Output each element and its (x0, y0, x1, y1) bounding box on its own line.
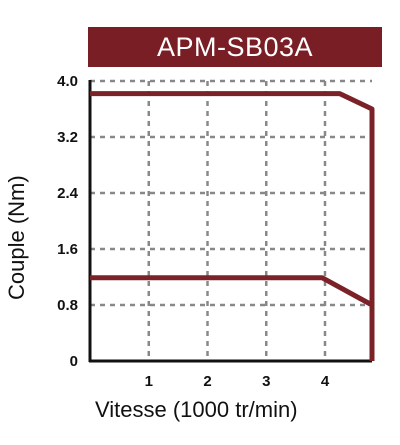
x-tick-label: 3 (262, 373, 270, 390)
y-tick-label: 0.8 (57, 297, 78, 314)
y-tick-label: 4.0 (57, 73, 78, 90)
series-line-2 (90, 275, 375, 361)
axis-layer (88, 80, 372, 363)
grid-layer (90, 79, 372, 361)
series-line-1 (90, 91, 375, 361)
x-tick-label: 1 (145, 373, 153, 390)
series-layer (90, 91, 375, 361)
y-tick-label: 0 (70, 353, 78, 370)
x-axis-label: Vitesse (1000 tr/min) (95, 397, 298, 422)
x-tick-label: 2 (203, 373, 211, 390)
chart-title-bar: APM-SB03A (88, 27, 382, 67)
y-tick-label: 2.4 (57, 185, 79, 202)
x-tick-label: 4 (321, 373, 330, 390)
y-tick-label: 3.2 (57, 129, 78, 146)
y-tick-label: 1.6 (57, 241, 78, 258)
tick-layer: 1 2 3 4 4.0 3.2 2.4 1.6 0.8 0 (57, 73, 330, 390)
y-axis-label: Couple (Nm) (4, 175, 29, 300)
chart-title: APM-SB03A (156, 31, 314, 62)
